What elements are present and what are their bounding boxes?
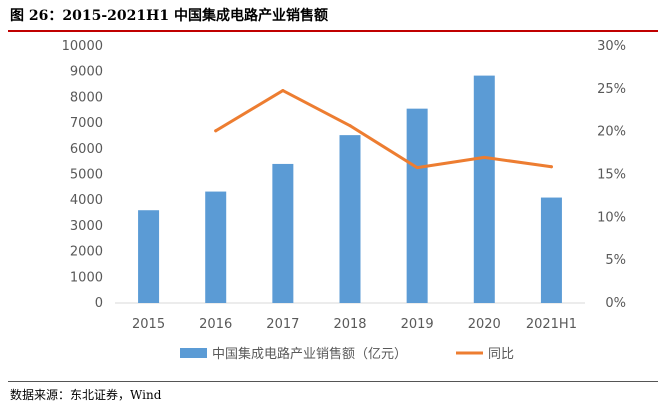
y-left-tick-label: 2000	[70, 245, 103, 260]
line-series	[214, 89, 553, 170]
y-left-tick-label: 4000	[70, 193, 103, 208]
line-point	[549, 165, 553, 169]
y-left-tick-label: 8000	[70, 90, 103, 105]
x-tick-label: 2016	[199, 317, 232, 332]
y-left-tick-label: 0	[95, 296, 103, 311]
line-path	[214, 89, 553, 170]
legend-line-label: 同比	[488, 347, 514, 362]
x-tick-label: 2017	[266, 317, 299, 332]
y-left-tick-label: 5000	[70, 168, 103, 183]
legend: 中国集成电路产业销售额（亿元） 同比	[180, 346, 514, 362]
line-point	[214, 129, 218, 133]
y-right-tick-label: 30%	[597, 39, 626, 54]
bar	[406, 108, 428, 303]
bar	[138, 210, 160, 303]
axes: 0 1000 2000 3000 4000 5000 6000 7000 8000 9000 100…	[62, 39, 626, 332]
y-left-tick-label: 6000	[70, 142, 103, 157]
line-point	[415, 166, 419, 170]
bar	[473, 75, 495, 303]
legend-bar-label: 中国集成电路产业销售额（亿元）	[212, 346, 407, 362]
x-tick-label: 2020	[468, 317, 501, 332]
bar-series	[138, 75, 562, 303]
x-tick-label: 2019	[401, 317, 434, 332]
x-tick-label: 2021H1	[526, 317, 577, 332]
y-left-tick-label: 1000	[70, 270, 103, 285]
chart: 0 1000 2000 3000 4000 5000 6000 7000 8000 9000 100…	[62, 39, 626, 362]
y-right-tick-label: 15%	[597, 168, 626, 183]
title-divider	[8, 30, 658, 32]
y-left-tick-label: 9000	[70, 65, 103, 80]
source-note: 数据来源：东北证券，Wind	[10, 388, 162, 402]
x-tick-label: 2015	[132, 317, 165, 332]
y-left-tick-label: 3000	[70, 219, 103, 234]
bar	[272, 163, 294, 303]
y-right-tick-label: 20%	[597, 125, 626, 140]
y-left-tick-label: 10000	[62, 39, 103, 54]
y-right-tick-label: 0%	[605, 296, 626, 311]
source-divider	[8, 381, 658, 382]
y-right-tick-label: 5%	[605, 253, 626, 268]
line-point	[281, 89, 285, 93]
bar	[339, 135, 361, 303]
chart-title: 图 26：2015-2021H1 中国集成电路产业销售额	[10, 8, 328, 24]
line-point	[482, 155, 486, 159]
legend-bar-swatch	[180, 348, 207, 358]
line-point	[348, 124, 352, 128]
x-tick-label: 2018	[333, 317, 366, 332]
y-right-tick-label: 25%	[597, 82, 626, 97]
bar	[540, 197, 562, 303]
y-right-tick-label: 10%	[597, 210, 626, 225]
y-left-tick-label: 7000	[70, 116, 103, 131]
bar	[205, 191, 227, 303]
